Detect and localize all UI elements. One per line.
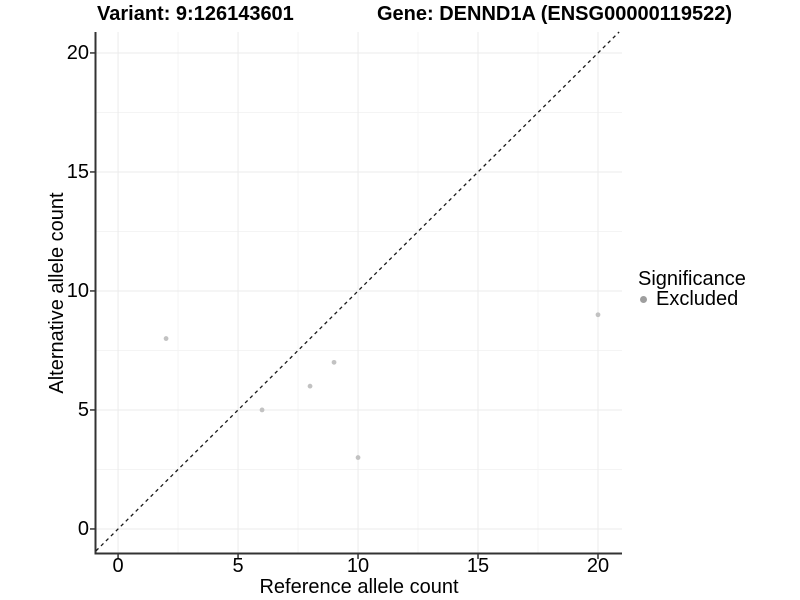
x-tick-label-15: 15 <box>466 555 490 577</box>
data-point <box>259 407 265 413</box>
x-tick-label-0: 0 <box>112 555 124 577</box>
data-point <box>595 312 601 318</box>
legend-item-excluded: Excluded <box>638 288 746 310</box>
x-tick-label-5: 5 <box>232 555 244 577</box>
plot-title-variant: Variant: 9:126143601 <box>97 3 294 25</box>
data-point <box>163 336 169 341</box>
y-tick-label-15: 15 <box>66 160 89 183</box>
x-tick-label-20: 20 <box>586 555 610 577</box>
legend-key-dot-icon <box>640 295 647 303</box>
plot-title-gene: Gene: DENND1A (ENSG00000119522) <box>377 3 732 25</box>
legend-title: Significance <box>638 268 746 290</box>
data-point <box>331 359 337 365</box>
legend-item-label: Excluded <box>656 288 739 310</box>
x-axis-title: Reference allele count <box>259 576 459 598</box>
y-tick-label-5: 5 <box>77 398 89 421</box>
y-tick-label-10: 10 <box>66 279 89 302</box>
y-tick-label-0: 0 <box>77 517 89 540</box>
x-tick-label-10: 10 <box>346 555 370 577</box>
y-tick-label-20: 20 <box>66 41 89 64</box>
data-point <box>355 455 361 460</box>
data-point <box>307 383 313 389</box>
legend: Significance Excluded <box>638 268 746 310</box>
